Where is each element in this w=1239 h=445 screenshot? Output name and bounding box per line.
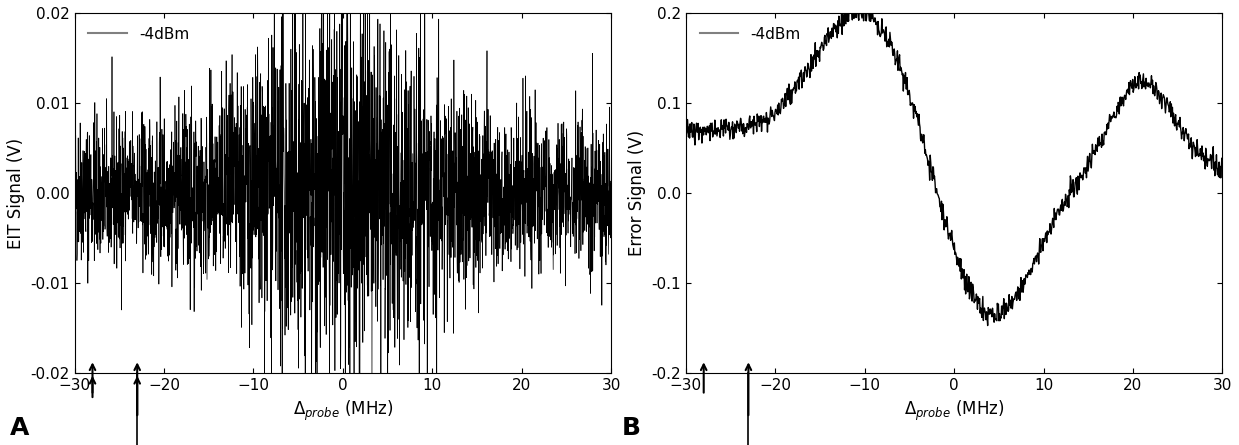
Y-axis label: Error Signal (V): Error Signal (V)	[628, 130, 646, 256]
Text: B: B	[622, 416, 641, 440]
Y-axis label: EIT Signal (V): EIT Signal (V)	[7, 138, 25, 248]
X-axis label: $\Delta_{probe}$ (MHz): $\Delta_{probe}$ (MHz)	[904, 398, 1005, 423]
Legend: -4dBm: -4dBm	[82, 20, 195, 48]
Text: A: A	[10, 416, 30, 440]
X-axis label: $\Delta_{probe}$ (MHz): $\Delta_{probe}$ (MHz)	[292, 398, 393, 423]
Legend: -4dBm: -4dBm	[694, 20, 807, 48]
